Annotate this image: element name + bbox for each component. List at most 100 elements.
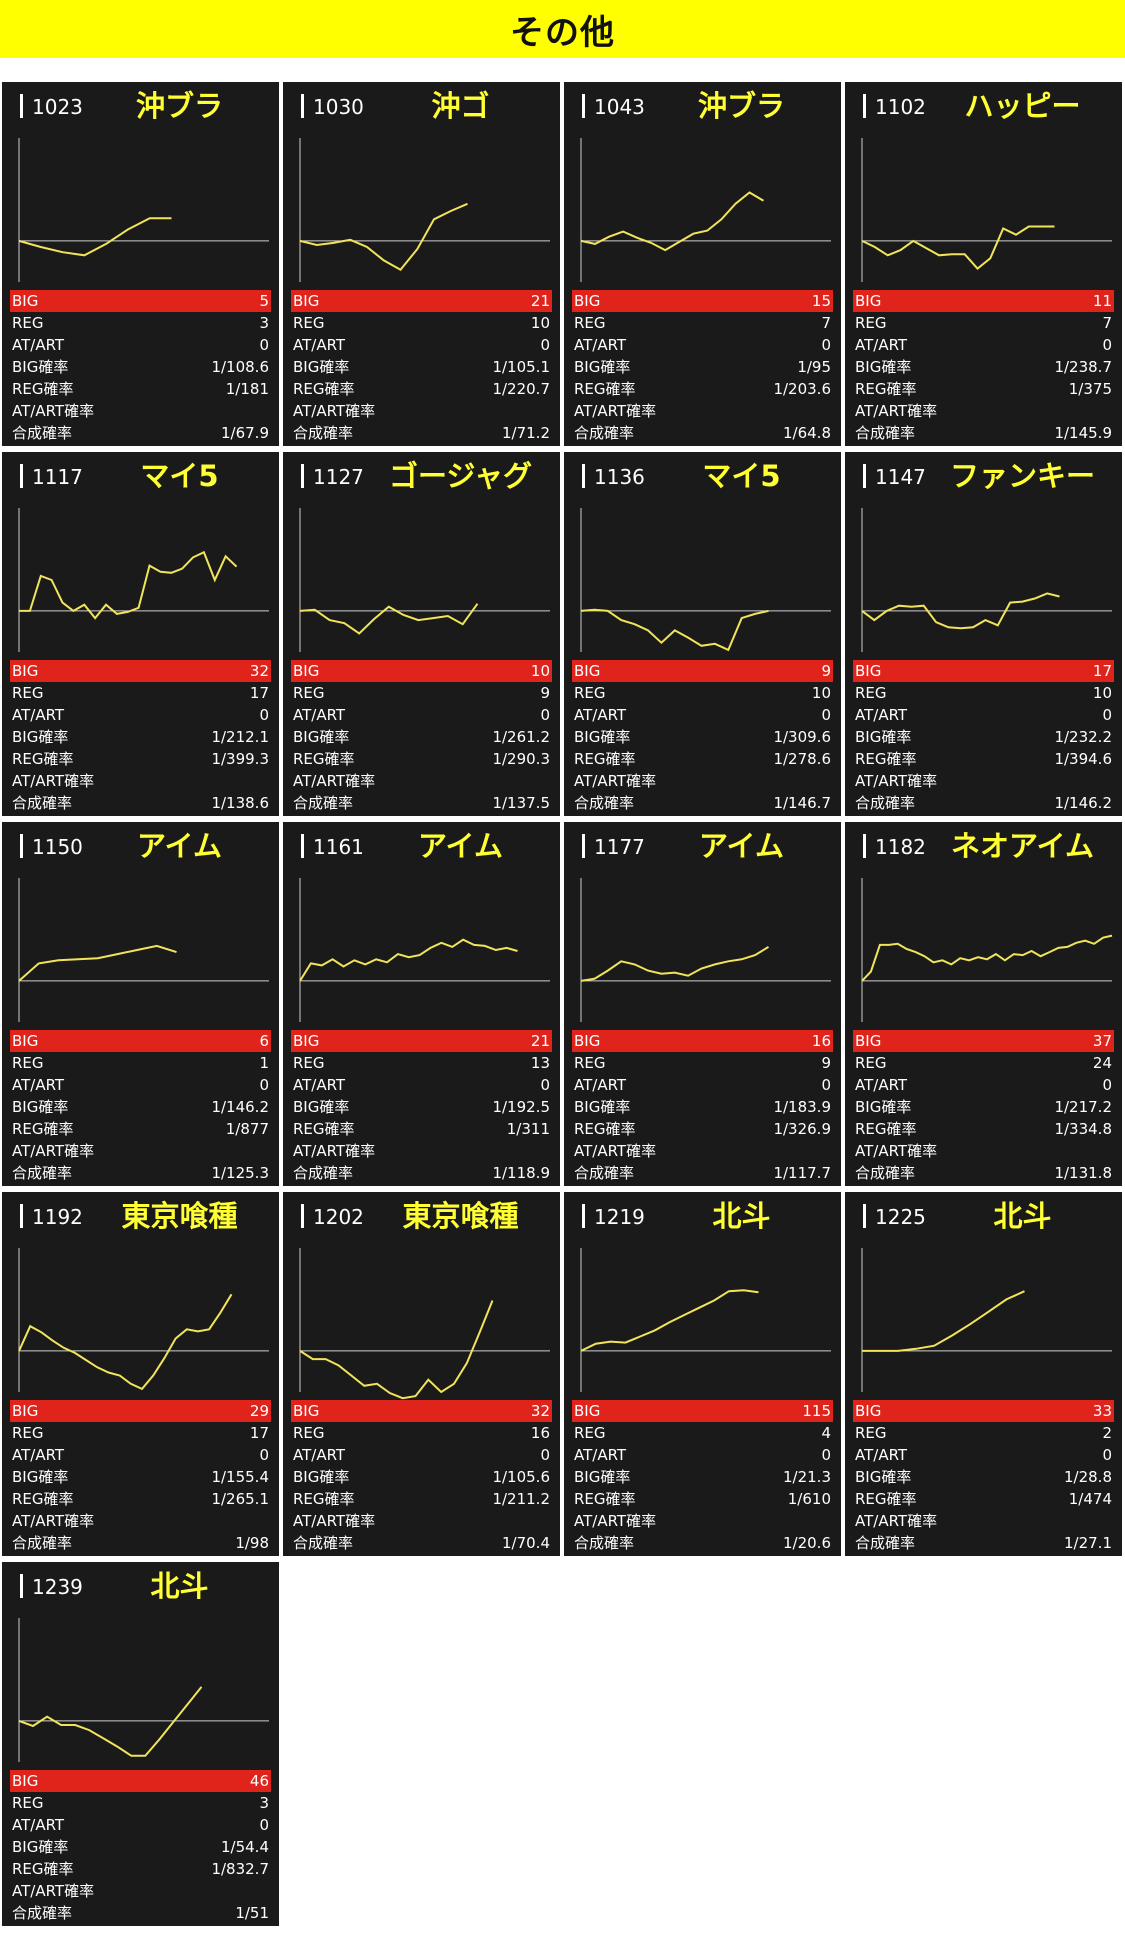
stat-label: BIG (855, 292, 882, 310)
machine-name: 北斗 (993, 1199, 1052, 1233)
stat-value: 1/71.2 (502, 424, 550, 442)
stat-row-reg: REG 13 (291, 1052, 552, 1074)
card-header: 1225 北斗 (845, 1192, 1122, 1240)
stats-table: BIG 10 REG 9 AT/ART 0 BIG確率 1/261.2 REG確率 1/290.3… (291, 660, 552, 814)
slump-line (18, 217, 172, 257)
stat-value: 0 (540, 706, 550, 724)
stat-value: 37 (1092, 1032, 1112, 1050)
stat-value: 1/232.2 (1054, 728, 1112, 746)
stat-row-big-rate: BIG確率 1/238.7 (853, 356, 1114, 378)
stat-row-total-rate: 合成確率 1/70.4 (291, 1532, 552, 1554)
stat-value: 1/118.9 (492, 1164, 550, 1182)
stat-row-total-rate: 合成確率 1/145.9 (853, 422, 1114, 444)
card-header: 1117 マイ5 (2, 452, 279, 500)
stat-label: BIG (574, 292, 601, 310)
machine-number: 1023 (32, 95, 83, 119)
stat-label: AT/ART確率 (855, 772, 938, 790)
card-header: 1030 沖ゴ (283, 82, 560, 130)
stat-value: 1/146.2 (211, 1098, 269, 1116)
slump-graph (299, 508, 550, 652)
stat-value: 10 (811, 684, 831, 702)
stat-value: 0 (259, 1076, 269, 1094)
slump-line (580, 191, 765, 252)
stat-row-reg-rate: REG確率 1/278.6 (572, 748, 833, 770)
machine-number: 1219 (594, 1205, 645, 1229)
stat-value: 1/95 (797, 358, 831, 376)
stat-label: BIG (574, 662, 601, 680)
stat-row-big-rate: BIG確率 1/155.4 (10, 1466, 271, 1488)
stat-label: BIG確率 (293, 1098, 350, 1116)
stat-value: 1/474 (1068, 1490, 1112, 1508)
stat-row-atart-rate: AT/ART確率 (853, 1140, 1114, 1162)
stat-label: BIG確率 (574, 728, 631, 746)
stat-label: REG確率 (855, 380, 917, 398)
stat-label: AT/ART確率 (855, 1142, 938, 1160)
stat-value: 1/261.2 (492, 728, 550, 746)
stat-row-big-rate: BIG確率 1/54.4 (10, 1836, 271, 1858)
stat-row-atart: AT/ART 0 (572, 334, 833, 356)
card-header-bar (863, 1204, 866, 1228)
stat-label: REG確率 (574, 380, 636, 398)
stat-value: 46 (249, 1772, 269, 1790)
stat-label: REG確率 (12, 1860, 74, 1878)
machine-name: アイム (137, 829, 222, 863)
stat-value: 24 (1092, 1054, 1112, 1072)
stat-row-reg-rate: REG確率 1/334.8 (853, 1118, 1114, 1140)
stat-label: BIG確率 (574, 358, 631, 376)
stat-row-atart-rate: AT/ART確率 (572, 1140, 833, 1162)
stat-row-big: BIG 32 (291, 1400, 552, 1422)
stat-label: AT/ART確率 (293, 402, 376, 420)
stat-row-total-rate: 合成確率 1/146.7 (572, 792, 833, 814)
machine-name: 北斗 (712, 1199, 771, 1233)
stat-label: REG確率 (574, 1120, 636, 1138)
stat-value: 5 (259, 292, 269, 310)
stat-label: BIG確率 (855, 358, 912, 376)
card-header-bar (20, 1574, 23, 1598)
slump-graph (580, 508, 831, 652)
stat-label: AT/ART (12, 1816, 65, 1834)
stat-label: 合成確率 (293, 424, 354, 442)
stat-row-total-rate: 合成確率 1/138.6 (10, 792, 271, 814)
stat-value: 1/877 (225, 1120, 269, 1138)
machine-number: 1127 (313, 465, 364, 489)
stat-value: 3 (259, 314, 269, 332)
machine-card: 1117 マイ5 BIG 32 REG 17 AT/ART 0 BIG確率 1/212.1 REG確… (2, 452, 279, 816)
stat-label: BIG確率 (293, 358, 350, 376)
stat-label: AT/ART確率 (855, 1512, 938, 1530)
card-header: 1150 アイム (2, 822, 279, 870)
stats-table: BIG 21 REG 13 AT/ART 0 BIG確率 1/192.5 REG確率 1/311 A… (291, 1030, 552, 1184)
stat-label: 合成確率 (574, 1534, 635, 1552)
stat-row-big-rate: BIG確率 1/261.2 (291, 726, 552, 748)
slump-graph (299, 138, 550, 282)
stat-value: 1/137.5 (492, 794, 550, 812)
machine-card: 1239 北斗 BIG 46 REG 3 AT/ART 0 BIG確率 1/54.4 REG確率 1/… (2, 1562, 279, 1926)
stat-row-atart-rate: AT/ART確率 (291, 770, 552, 792)
stat-label: AT/ART確率 (293, 1142, 376, 1160)
stat-row-atart-rate: AT/ART確率 (853, 400, 1114, 422)
stat-value: 15 (811, 292, 831, 310)
stat-row-big-rate: BIG確率 1/146.2 (10, 1096, 271, 1118)
stat-value: 1/64.8 (783, 424, 831, 442)
stat-row-atart-rate: AT/ART確率 (291, 1140, 552, 1162)
stat-value: 17 (249, 1424, 269, 1442)
machine-name: 北斗 (150, 1569, 209, 1603)
stat-row-reg-rate: REG確率 1/399.3 (10, 748, 271, 770)
stat-label: 合成確率 (855, 1534, 916, 1552)
stat-row-big: BIG 6 (10, 1030, 271, 1052)
stat-label: AT/ART (293, 706, 346, 724)
slump-line (862, 1290, 1025, 1352)
stat-row-big: BIG 15 (572, 290, 833, 312)
machine-card: 1127 ゴージャグ BIG 10 REG 9 AT/ART 0 BIG確率 1/261.2 REG… (283, 452, 560, 816)
stat-row-total-rate: 合成確率 1/27.1 (853, 1532, 1114, 1554)
stat-row-atart: AT/ART 0 (572, 704, 833, 726)
stat-label: REG確率 (855, 750, 917, 768)
stat-value: 6 (259, 1032, 269, 1050)
stat-label: AT/ART (12, 706, 65, 724)
stat-label: REG確率 (855, 1120, 917, 1138)
stat-label: BIG (293, 1032, 320, 1050)
stat-label: 合成確率 (12, 424, 73, 442)
machine-card: 1150 アイム BIG 6 REG 1 AT/ART 0 BIG確率 1/146.2 REG確率 1… (2, 822, 279, 1186)
stat-row-big: BIG 5 (10, 290, 271, 312)
stat-value: 1/394.6 (1054, 750, 1112, 768)
stat-label: REG確率 (12, 750, 74, 768)
